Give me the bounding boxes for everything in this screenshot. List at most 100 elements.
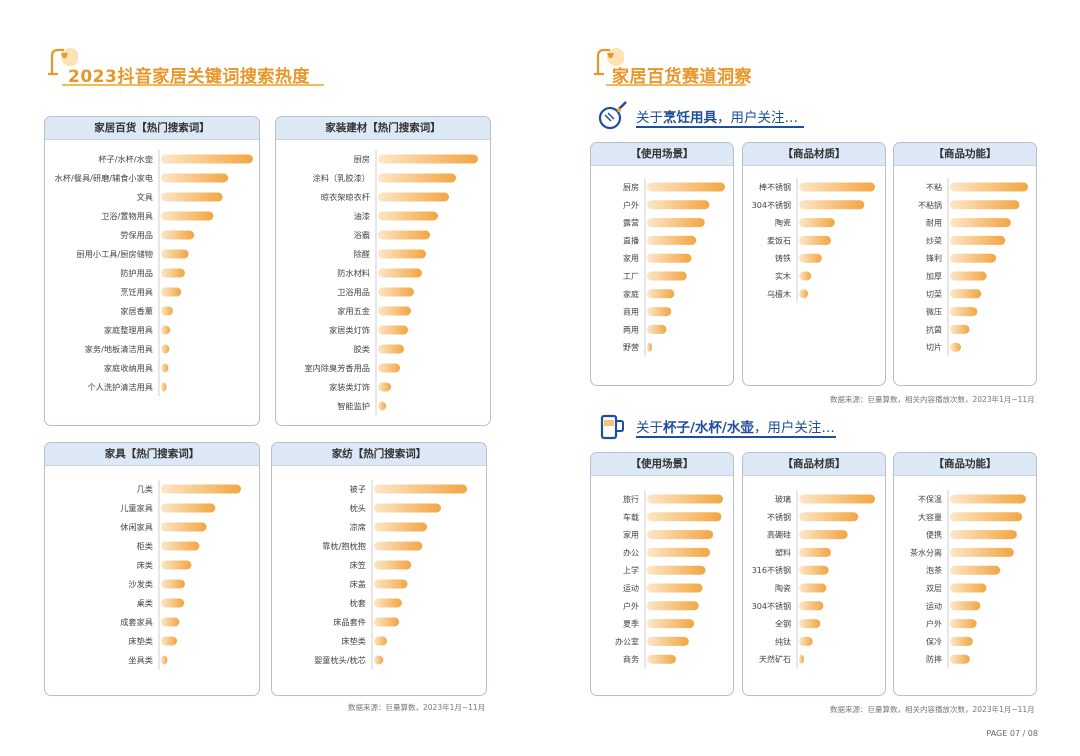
bar: [950, 289, 982, 299]
category-label: 玻璃: [775, 494, 791, 504]
bar: [161, 560, 192, 570]
category-label: 胶类: [354, 344, 370, 354]
bar: [950, 636, 973, 646]
category-label: 户外: [623, 200, 639, 210]
category-label: 锋利: [926, 253, 942, 263]
panel-header: 【商品材质】: [743, 453, 885, 476]
bar: [161, 325, 171, 335]
bar: [161, 211, 214, 221]
bar: [378, 325, 408, 335]
category-label: 不粘: [926, 182, 942, 192]
bar: [161, 579, 185, 589]
bar: [161, 655, 168, 665]
category-label: 保冷: [926, 636, 942, 646]
bar: [799, 289, 809, 299]
category-label: 浴霸: [354, 230, 370, 240]
category-label: 沙发类: [128, 579, 153, 589]
bar: [950, 547, 1014, 557]
bar: [374, 598, 402, 608]
bar: [950, 200, 1020, 210]
category-label: 陶瓷: [775, 218, 791, 228]
category-label: 不粘锅: [918, 200, 942, 210]
panel-header: 【商品功能】: [894, 143, 1036, 166]
bar: [647, 324, 667, 334]
category-label: 靠枕/抱枕抱: [322, 541, 366, 551]
panel-header: 家装建材【热门搜索词】: [276, 117, 490, 140]
category-label: 床类: [137, 560, 153, 570]
bar: [799, 494, 875, 504]
bar: [161, 522, 207, 532]
lamp-icon: [44, 44, 79, 82]
bar: [378, 268, 422, 278]
category-label: 家庭整理用具: [104, 325, 153, 335]
bar: [799, 565, 829, 575]
panel-header: 【商品材质】: [743, 143, 885, 166]
category-label: 卫浴/置物用具: [101, 211, 153, 221]
bar: [950, 342, 961, 352]
category-label: 劳保用品: [120, 230, 153, 240]
category-label: 办公: [623, 547, 639, 557]
bar: [647, 307, 672, 317]
right-source-note-2: 数据来源：巨量算数，相关内容播放次数，2023年1月~11月: [830, 705, 1035, 714]
bar: [161, 230, 195, 240]
category-label: 枕套: [350, 598, 366, 608]
bar: [647, 182, 725, 192]
bar: [647, 654, 676, 664]
bar: [799, 253, 822, 263]
category-label: 运动: [926, 601, 942, 611]
bar: [950, 494, 1026, 504]
category-label: 高硼硅: [767, 530, 791, 540]
bar: [647, 583, 703, 593]
category-label: 家居香薰: [120, 306, 153, 316]
panel-header: 【商品功能】: [894, 453, 1036, 476]
category-label: 除醛: [354, 249, 370, 259]
category-label: 几类: [137, 484, 153, 494]
bar: [950, 583, 987, 593]
category-label: 夏季: [623, 619, 639, 629]
category-label: 304不锈钢: [752, 601, 791, 611]
category-label: 户外: [926, 619, 942, 629]
cup-icon: [596, 410, 628, 446]
category-label: 家庭: [623, 289, 639, 299]
category-label: 文具: [137, 192, 153, 202]
bar: [378, 249, 426, 259]
category-label: 油漆: [354, 211, 370, 221]
category-label: 直播: [623, 235, 639, 245]
bar: [374, 522, 428, 532]
category-label: 烹饪用具: [120, 287, 153, 297]
left-section-title: 2023抖音家居关键词搜索热度: [68, 67, 310, 87]
category-label: 不锈钢: [767, 512, 791, 522]
bar: [647, 512, 722, 522]
category-label: 家庭收纳用具: [104, 363, 153, 373]
category-label: 防护用品: [120, 268, 153, 278]
category-label: 涂料（乳胶漆）: [313, 173, 370, 183]
bar: [647, 547, 711, 557]
category-label: 厨房: [623, 182, 639, 192]
category-label: 切菜: [926, 289, 942, 299]
bar: [950, 601, 981, 611]
bar: [799, 619, 821, 629]
category-label: 塑料: [775, 547, 791, 557]
bar: [378, 363, 400, 373]
category-label: 304不锈钢: [752, 200, 791, 210]
category-label: 家装类灯饰: [329, 382, 370, 392]
bar: [161, 344, 170, 354]
category-label: 商用: [623, 307, 639, 317]
panel-header: 家居百货【热门搜索词】: [45, 117, 259, 140]
category-label: 婴童枕头/枕芯: [314, 655, 366, 665]
category-label: 床笠: [350, 560, 366, 570]
bar: [161, 287, 182, 297]
category-label: 全钢: [775, 619, 791, 629]
bar: [647, 235, 697, 245]
category-label: 泡茶: [926, 565, 942, 575]
subsection-cups-title: 关于杯子/水杯/水壶，用户关注…: [636, 420, 835, 436]
category-label: 床盖: [350, 579, 366, 589]
category-label: 不保温: [918, 494, 942, 504]
right-section-title: 家居百货赛道洞察: [612, 67, 752, 87]
category-label: 便携: [926, 530, 942, 540]
bar: [950, 512, 1023, 522]
category-label: 柜类: [137, 541, 153, 551]
